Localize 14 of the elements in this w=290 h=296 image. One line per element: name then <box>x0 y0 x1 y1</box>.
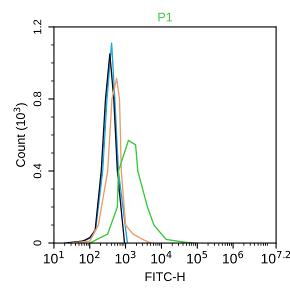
x-tick-label: 10$^{7.2}$ <box>262 250 290 264</box>
y-tick-label: 0.4 <box>33 164 42 178</box>
text: P1 <box>158 12 172 22</box>
x-tick-label: 10$^{2}$ <box>80 250 100 264</box>
x-tick-label: 10$^{3}$ <box>116 250 136 264</box>
x-tick-label: 10$^{6}$ <box>223 250 244 264</box>
y-axis-title: Count (10$^{3}$) <box>14 103 28 167</box>
y-tick-label: 1.2 <box>33 20 42 34</box>
x-tick-label: 10$^{5}$ <box>187 251 208 264</box>
y-tick-label: 0 <box>33 240 42 246</box>
x-axis-title: FITC-H <box>146 272 184 282</box>
y-tick-label: 0.8 <box>33 92 42 106</box>
x-tick-label: 10$^{4}$ <box>151 251 172 264</box>
x-tick-label: 10$^{1}$ <box>44 251 64 264</box>
